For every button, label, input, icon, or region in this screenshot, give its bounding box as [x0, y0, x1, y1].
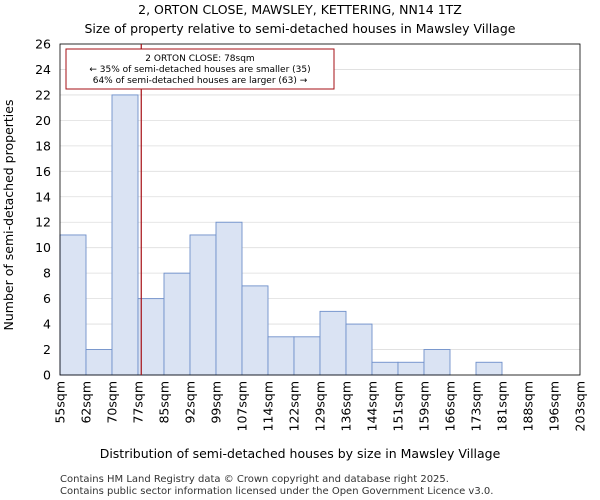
annotation-box: 2 ORTON CLOSE: 78sqm ← 35% of semi-detac…: [65, 48, 335, 90]
x-tick-label: 136sqm: [339, 381, 354, 431]
y-tick-label: 8: [43, 266, 51, 281]
bar: [85, 349, 113, 376]
y-tick-label: 6: [43, 291, 51, 306]
x-tick-label: 129sqm: [313, 381, 328, 431]
y-tick-label: 12: [35, 215, 51, 230]
x-tick-label: 173sqm: [469, 381, 484, 431]
x-tick-label: 196sqm: [547, 381, 562, 431]
annotation-frame: [65, 48, 335, 90]
y-tick-label: 16: [35, 164, 51, 179]
x-tick-label: 151sqm: [391, 381, 406, 431]
x-tick-label: 77sqm: [131, 381, 146, 424]
footer-line-1: Contains HM Land Registry data © Crown c…: [60, 474, 449, 485]
y-tick-label: 24: [35, 62, 51, 77]
x-tick-label: 114sqm: [261, 381, 276, 431]
y-tick-label: 22: [35, 87, 51, 102]
bar: [423, 349, 451, 376]
x-tick-label: 144sqm: [365, 381, 380, 431]
bar: [267, 336, 295, 376]
y-tick-label: 20: [35, 113, 51, 128]
x-tick-label: 99sqm: [209, 381, 224, 424]
bar: [215, 221, 243, 376]
bars: [59, 94, 503, 376]
x-tick-label: 203sqm: [573, 381, 588, 431]
x-tick-label: 122sqm: [287, 381, 302, 431]
y-tick-label: 18: [35, 138, 51, 153]
y-tick-label: 0: [43, 368, 51, 383]
x-tick-label: 70sqm: [105, 381, 120, 424]
x-tick-label: 62sqm: [79, 381, 94, 424]
chart-title: 2, ORTON CLOSE, MAWSLEY, KETTERING, NN14…: [138, 2, 462, 17]
x-tick-label: 181sqm: [495, 381, 510, 431]
bar: [189, 234, 217, 376]
y-tick-label: 2: [43, 342, 51, 357]
bar: [163, 272, 191, 376]
bar: [371, 361, 399, 376]
bar: [241, 285, 269, 376]
annotation-line-1: 2 ORTON CLOSE: 78sqm: [145, 54, 254, 64]
plot-frame: [59, 43, 581, 376]
y-tick-label: 4: [43, 317, 51, 332]
bar: [59, 234, 87, 376]
y-tick-label: 10: [35, 240, 51, 255]
bar: [319, 310, 347, 376]
y-axis-label: Number of semi-detached properties: [1, 100, 16, 331]
annotation-line-2: ← 35% of semi-detached houses are smalle…: [89, 65, 310, 75]
x-tick-label: 107sqm: [235, 381, 250, 431]
y-tick-label: 26: [35, 37, 51, 52]
bar: [475, 361, 503, 376]
bar: [345, 323, 373, 376]
x-tick-label: 166sqm: [443, 381, 458, 431]
footer-line-2: Contains public sector information licen…: [60, 486, 493, 497]
bar: [111, 94, 139, 376]
x-axis-label: Distribution of semi-detached houses by …: [100, 446, 501, 461]
x-tick-label: 55sqm: [53, 381, 68, 424]
y-tick-label: 14: [35, 189, 51, 204]
x-tick-label: 159sqm: [417, 381, 432, 431]
bar: [293, 336, 321, 376]
x-tick-label: 92sqm: [183, 381, 198, 424]
bar: [137, 298, 165, 376]
x-tick-label: 85sqm: [157, 381, 172, 424]
x-tick-labels: 55sqm 62sqm 70sqm 77sqm 85sqm 92sqm 99sqm 107sq…: [53, 381, 588, 431]
annotation-line-3: 64% of semi-detached houses are larger (…: [93, 76, 308, 86]
x-tick-label: 188sqm: [521, 381, 536, 431]
bar: [397, 361, 425, 376]
chart-subtitle: Size of property relative to semi-detach…: [85, 21, 516, 36]
